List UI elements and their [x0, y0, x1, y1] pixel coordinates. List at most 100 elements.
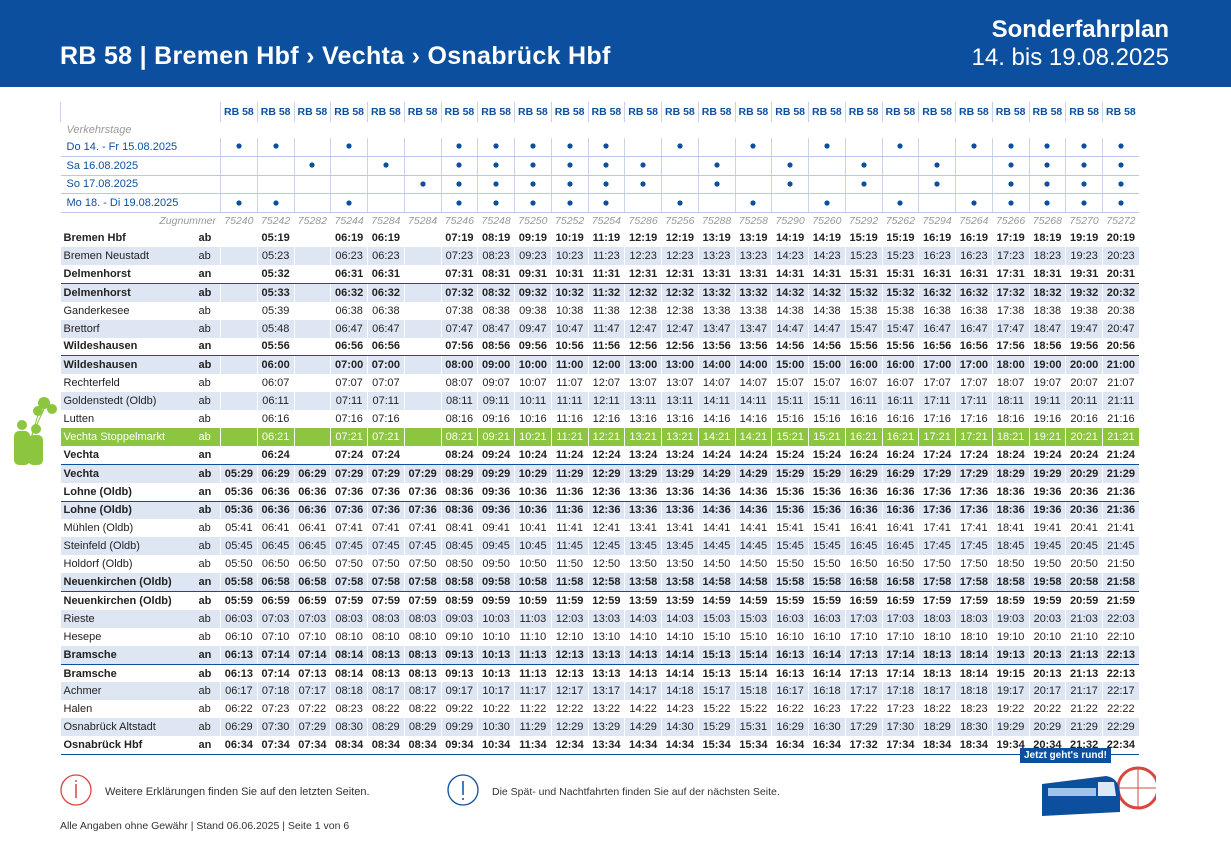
- time: 08:03: [403, 609, 441, 628]
- arr-dep: an: [198, 264, 221, 284]
- arr-dep: ab: [198, 304, 211, 317]
- day-cell: [697, 156, 735, 176]
- time: 14:16: [697, 410, 735, 428]
- time: 12:47: [624, 319, 662, 338]
- station-row: Vechta ab 05:29 06:29 06:29 07:29 07:29 07:29 08…: [60, 464, 1139, 483]
- station-row: Neuenkirchen (Oldb) an 05:58 06:58 06:58 07:5…: [60, 573, 1139, 593]
- time: 20:17: [1028, 682, 1066, 701]
- time-empty: [403, 410, 441, 428]
- station-row: Bremen Neustadt ab 05:23 06:23 06:23 07:23 08:…: [60, 247, 1139, 265]
- time: 19:13: [991, 645, 1029, 665]
- time-empty: [293, 355, 331, 375]
- time-empty: [403, 355, 441, 375]
- time: 19:03: [991, 609, 1029, 628]
- time: 12:59: [587, 591, 625, 610]
- time: 08:10: [403, 627, 441, 646]
- time: 08:07: [440, 374, 478, 393]
- time: 15:23: [844, 247, 882, 265]
- time: 16:31: [955, 264, 993, 284]
- time: 17:16: [918, 410, 956, 428]
- train-number: 75254: [587, 212, 625, 230]
- train-line: RB 58: [881, 102, 919, 122]
- day-label: So 17.08.2025: [60, 175, 221, 195]
- time: 06:36: [256, 482, 294, 502]
- station: Wildeshausen: [60, 355, 199, 375]
- time: 10:59: [514, 591, 552, 610]
- time: 11:24: [550, 445, 588, 465]
- time: 08:34: [367, 736, 405, 756]
- time: 15:03: [697, 609, 735, 628]
- time: 08:34: [403, 736, 441, 756]
- time: 17:13: [844, 645, 882, 665]
- time: 12:45: [587, 537, 625, 556]
- time: 11:19: [587, 229, 625, 248]
- time: 07:23: [440, 247, 478, 265]
- station: Neuenkirchen (Oldb): [60, 573, 199, 593]
- time: 19:45: [1028, 537, 1066, 556]
- time: 17:31: [991, 264, 1029, 284]
- day-cell: [440, 156, 478, 176]
- time: 07:50: [403, 555, 441, 574]
- run-dot: [1008, 143, 1014, 149]
- time: 22:13: [1101, 645, 1139, 665]
- day-cell: [220, 156, 258, 176]
- time: 08:10: [330, 627, 368, 646]
- day-cell: [955, 156, 993, 176]
- time: 10:16: [514, 410, 552, 428]
- train-line: RB 58: [514, 102, 552, 122]
- time: 09:31: [514, 264, 552, 284]
- time: 16:24: [844, 445, 882, 465]
- time: 13:45: [624, 537, 662, 556]
- day-cell: [881, 156, 919, 176]
- time: 14:24: [734, 445, 772, 465]
- time: 10:03: [477, 609, 515, 628]
- time: 13:56: [697, 337, 735, 357]
- run-dot: [787, 162, 793, 168]
- train-line: RB 58: [771, 102, 809, 122]
- time: 08:18: [330, 682, 368, 701]
- time: 21:29: [1065, 718, 1103, 737]
- time: 12:36: [587, 501, 625, 520]
- train-number: 75252: [550, 212, 588, 230]
- run-dot: [493, 143, 499, 149]
- day-cell: [1028, 175, 1066, 195]
- time: 16:36: [844, 482, 882, 502]
- time-empty: [220, 374, 258, 393]
- day-cell: [514, 138, 552, 157]
- station-row: Delmenhorst ab 05:33 06:32 06:32 07:32 08:32 09…: [60, 283, 1139, 302]
- time: 14:30: [661, 718, 699, 737]
- time: 05:36: [220, 482, 258, 502]
- time: 06:31: [330, 264, 368, 284]
- time: 19:50: [1028, 555, 1066, 574]
- train-line: RB 58: [477, 102, 515, 122]
- time: 12:32: [661, 283, 699, 302]
- time: 07:41: [403, 519, 441, 538]
- time: 07:36: [330, 501, 368, 520]
- run-dot: [346, 200, 352, 206]
- time: 14:32: [808, 283, 846, 302]
- time: 07:24: [367, 445, 405, 465]
- time: 19:15: [991, 664, 1029, 683]
- time: 10:22: [477, 700, 515, 719]
- time: 18:16: [991, 410, 1029, 428]
- time: 09:36: [477, 501, 515, 520]
- time: 13:59: [624, 591, 662, 610]
- station-row: Lohne (Oldb) an 05:36 06:36 06:36 07:36 07:36 0…: [60, 482, 1139, 502]
- time: 10:30: [477, 718, 515, 737]
- arr-dep: ab: [198, 247, 221, 265]
- time: 12:11: [587, 392, 625, 411]
- day-cell: [220, 193, 258, 214]
- time: 07:07: [330, 374, 368, 393]
- time: 06:41: [256, 519, 294, 538]
- time: 13:50: [624, 555, 662, 574]
- time: 09:29: [477, 464, 515, 483]
- time: 15:50: [771, 555, 809, 574]
- station-row: Osnabrück Hbf an 06:34 07:34 07:34 08:34 08:34…: [60, 736, 1139, 756]
- time: 15:36: [771, 501, 809, 520]
- time: 18:11: [991, 392, 1029, 411]
- run-dot: [934, 162, 940, 168]
- time: 11:17: [514, 682, 552, 701]
- time: 07:14: [293, 645, 331, 665]
- time: 17:29: [955, 464, 993, 483]
- day-cell: [1101, 156, 1139, 176]
